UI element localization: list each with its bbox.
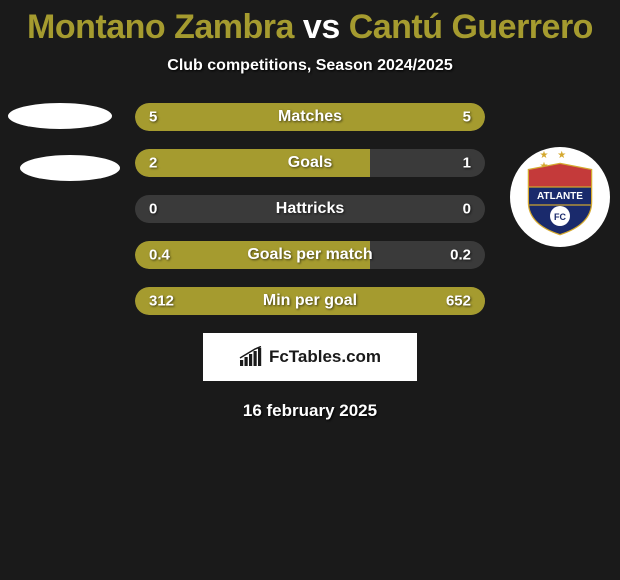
stat-row: 312 Min per goal 652: [135, 287, 485, 315]
crest-text: ATLANTE: [537, 191, 583, 202]
stat-value-right: 0.2: [450, 247, 471, 264]
stat-value-left: 312: [149, 293, 174, 310]
date-text: 16 february 2025: [10, 401, 610, 421]
stat-label: Min per goal: [263, 292, 357, 310]
content-area: ★ ★ ★ ATLANTE: [0, 103, 620, 421]
title-player-1: Montano Zambra: [27, 8, 294, 46]
club-crest: ★ ★ ★ ATLANTE: [519, 156, 601, 238]
player-1-badge-ellipse-a: [8, 103, 112, 129]
stat-value-left: 5: [149, 109, 157, 126]
stat-fill-left: [135, 149, 370, 177]
bar-chart-icon: [239, 346, 263, 368]
stat-value-left: 0: [149, 201, 157, 218]
stat-value-right: 1: [463, 155, 471, 172]
stat-row: 2 Goals 1: [135, 149, 485, 177]
stat-label: Goals: [288, 154, 332, 172]
stat-label: Goals per match: [247, 246, 372, 264]
watermark: FcTables.com: [203, 333, 417, 381]
stat-value-left: 0.4: [149, 247, 170, 264]
stat-row: 5 Matches 5: [135, 103, 485, 131]
stat-value-right: 652: [446, 293, 471, 310]
crest-subtext: FC: [554, 212, 566, 222]
player-2-club-badge: ★ ★ ★ ATLANTE: [510, 147, 610, 247]
player-1-badge-ellipse-b: [20, 155, 120, 181]
crest-shield-icon: ATLANTE FC: [525, 162, 595, 236]
page-title: Montano Zambra vs Cantú Guerrero: [0, 0, 620, 47]
stat-label: Hattricks: [276, 200, 344, 218]
stat-value-right: 0: [463, 201, 471, 218]
stat-label: Matches: [278, 108, 342, 126]
stat-value-right: 5: [463, 109, 471, 126]
stat-row: 0.4 Goals per match 0.2: [135, 241, 485, 269]
title-vs: vs: [303, 8, 340, 46]
stat-value-left: 2: [149, 155, 157, 172]
stat-row: 0 Hattricks 0: [135, 195, 485, 223]
subtitle: Club competitions, Season 2024/2025: [0, 57, 620, 75]
title-player-2: Cantú Guerrero: [349, 8, 593, 46]
stat-rows: 5 Matches 5 2 Goals 1 0 Hattricks 0 0.4 Goals per …: [135, 103, 485, 315]
watermark-text: FcTables.com: [269, 347, 381, 367]
